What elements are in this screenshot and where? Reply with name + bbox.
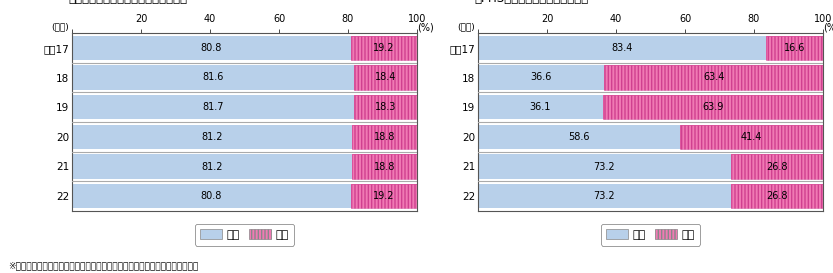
Text: 26.8: 26.8 xyxy=(766,162,787,171)
Bar xyxy=(604,65,823,90)
Text: 18.3: 18.3 xyxy=(375,102,397,112)
Text: 73.2: 73.2 xyxy=(593,162,615,171)
Text: 81.6: 81.6 xyxy=(202,73,223,82)
Bar xyxy=(766,36,823,60)
Text: (年度): (年度) xyxy=(51,22,68,31)
Bar xyxy=(351,36,417,60)
Bar xyxy=(351,184,417,208)
Text: 81.2: 81.2 xyxy=(202,162,222,171)
Bar xyxy=(681,125,823,149)
Bar xyxy=(353,65,417,90)
Text: 26.8: 26.8 xyxy=(766,191,787,201)
Legend: 県内, 県外: 県内, 県外 xyxy=(195,224,294,246)
Text: 19.2: 19.2 xyxy=(373,191,395,201)
Text: (%): (%) xyxy=(823,23,833,33)
Text: 18.4: 18.4 xyxy=(375,73,396,82)
Bar xyxy=(353,65,417,90)
Text: 【携帯電話の距離区分別トラヒック】: 【携帯電話の距離区分別トラヒック】 xyxy=(68,0,187,5)
Text: 36.1: 36.1 xyxy=(530,102,551,112)
Text: (年度): (年度) xyxy=(456,22,475,31)
Bar xyxy=(604,65,823,90)
Bar xyxy=(351,36,417,60)
Text: 18.8: 18.8 xyxy=(374,132,395,142)
Bar xyxy=(352,154,417,179)
Bar xyxy=(72,154,352,179)
Bar xyxy=(354,95,417,119)
Text: 80.8: 80.8 xyxy=(201,43,222,53)
Bar xyxy=(72,36,351,60)
Bar xyxy=(72,125,352,149)
Bar xyxy=(731,184,823,208)
Text: 【PHSの距離区分別トラヒック】: 【PHSの距離区分別トラヒック】 xyxy=(475,0,589,5)
Bar xyxy=(478,95,602,119)
Bar xyxy=(478,184,731,208)
Bar xyxy=(602,95,823,119)
Bar xyxy=(766,36,823,60)
Bar xyxy=(72,95,354,119)
Text: 18.8: 18.8 xyxy=(374,162,395,171)
Text: 81.2: 81.2 xyxy=(202,132,222,142)
Bar xyxy=(681,125,823,149)
Bar xyxy=(72,65,353,90)
Text: 80.8: 80.8 xyxy=(201,191,222,201)
Text: 73.2: 73.2 xyxy=(593,191,615,201)
Text: 63.4: 63.4 xyxy=(703,73,725,82)
Bar xyxy=(351,184,417,208)
Text: 58.6: 58.6 xyxy=(568,132,590,142)
Bar xyxy=(352,125,417,149)
Text: ※　過去のデータについては、データを精査した結果を踏まえ修正している。: ※ 過去のデータについては、データを精査した結果を踏まえ修正している。 xyxy=(8,261,198,270)
Bar xyxy=(731,184,823,208)
Legend: 県内, 県外: 県内, 県外 xyxy=(601,224,701,246)
Text: 16.6: 16.6 xyxy=(784,43,805,53)
Bar xyxy=(478,125,681,149)
Bar xyxy=(478,36,766,60)
Bar xyxy=(354,95,417,119)
Bar xyxy=(731,154,823,179)
Bar xyxy=(478,65,604,90)
Bar xyxy=(352,125,417,149)
Bar xyxy=(602,95,823,119)
Bar xyxy=(72,184,351,208)
Bar xyxy=(731,154,823,179)
Text: (%): (%) xyxy=(417,23,434,33)
Bar xyxy=(478,154,731,179)
Text: 19.2: 19.2 xyxy=(373,43,395,53)
Bar xyxy=(352,154,417,179)
Text: 83.4: 83.4 xyxy=(611,43,632,53)
Text: 63.9: 63.9 xyxy=(702,102,723,112)
Text: 36.6: 36.6 xyxy=(531,73,551,82)
Text: 41.4: 41.4 xyxy=(741,132,762,142)
Text: 81.7: 81.7 xyxy=(202,102,224,112)
